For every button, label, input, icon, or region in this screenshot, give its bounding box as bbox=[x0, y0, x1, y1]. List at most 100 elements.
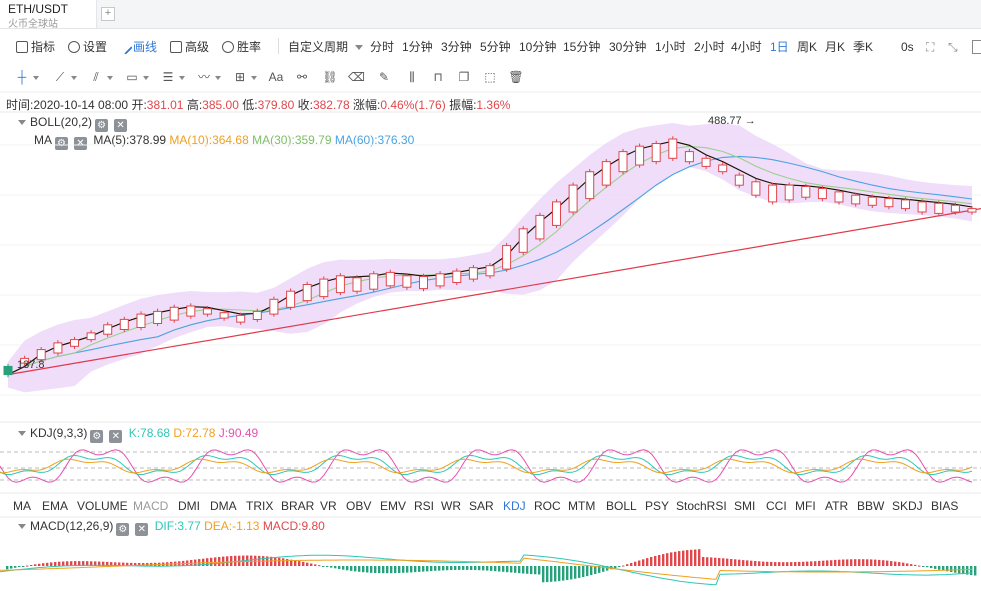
fullscreen-icon[interactable]: ⛶ bbox=[926, 40, 935, 54]
close-icon[interactable]: ✕ bbox=[74, 137, 87, 150]
close-icon[interactable]: ✕ bbox=[109, 430, 123, 443]
indicator-tab-cci[interactable]: CCI bbox=[766, 499, 787, 513]
multi-line-icon[interactable]: ⫽ bbox=[88, 69, 113, 85]
period-0[interactable]: 分时 bbox=[370, 40, 395, 54]
crosshair-icon[interactable]: ┼ bbox=[14, 69, 39, 85]
indicator-tab-psy[interactable]: PSY bbox=[645, 499, 670, 513]
trash-icon[interactable]: 🗑 bbox=[508, 70, 524, 84]
measure-icon[interactable]: ⊞ bbox=[232, 69, 257, 85]
indicator-tab-wr[interactable]: WR bbox=[441, 499, 461, 513]
text-tool-icon[interactable]: Aa bbox=[268, 70, 284, 84]
indicator-tab-sar[interactable]: SAR bbox=[469, 499, 494, 513]
macd-bar bbox=[438, 566, 441, 571]
indicator-tab-roc[interactable]: ROC bbox=[534, 499, 561, 513]
wave-icon[interactable]: 〰 bbox=[197, 70, 221, 84]
period-10[interactable]: 1日 bbox=[770, 40, 789, 54]
copy-icon[interactable]: ❐ bbox=[458, 70, 470, 84]
period-1[interactable]: 1分钟 bbox=[402, 40, 433, 54]
indicator-tab-stochrsi[interactable]: StochRSI bbox=[676, 499, 727, 513]
gear-icon[interactable]: ⚙ bbox=[90, 430, 104, 443]
macd-bar bbox=[946, 566, 949, 572]
collapse-icon[interactable] bbox=[18, 524, 26, 529]
indicator-tab-bias[interactable]: BIAS bbox=[931, 499, 959, 513]
period-5[interactable]: 15分钟 bbox=[563, 40, 601, 54]
indicator-tab-bbw[interactable]: BBW bbox=[857, 499, 885, 513]
lock-icon[interactable]: ⊓ bbox=[433, 70, 443, 84]
indicator-tab-ma[interactable]: MA bbox=[13, 499, 31, 513]
magnet-icon[interactable]: ⚯ bbox=[296, 70, 308, 84]
close-icon[interactable]: ✕ bbox=[114, 119, 128, 132]
candle-body bbox=[153, 310, 163, 324]
trendline-icon[interactable]: ⟋ bbox=[52, 69, 77, 85]
candle-body bbox=[3, 365, 13, 376]
indicator-tab-ema[interactable]: EMA bbox=[42, 499, 69, 513]
custom-period-dropdown[interactable]: 自定义周期 bbox=[288, 38, 367, 56]
indicator-tab-dmi[interactable]: DMI bbox=[178, 499, 200, 513]
tab-title: ETH/USDT bbox=[8, 2, 68, 16]
indicator-tab-mtm[interactable]: MTM bbox=[568, 499, 596, 513]
window-icon[interactable] bbox=[972, 40, 981, 54]
eraser-icon[interactable]: ⌫ bbox=[348, 70, 365, 84]
macd-bar bbox=[410, 566, 413, 573]
period-8[interactable]: 2小时 bbox=[694, 40, 725, 54]
gear-icon[interactable]: ⚙ bbox=[116, 523, 130, 536]
indicator-tab-atr[interactable]: ATR bbox=[825, 499, 849, 513]
gear-icon[interactable]: ⚙ bbox=[55, 137, 68, 150]
advanced-button[interactable]: 高级 bbox=[170, 38, 209, 56]
brush-icon[interactable]: ✎ bbox=[378, 70, 390, 84]
indicator-tab-vr[interactable]: VR bbox=[320, 499, 337, 513]
link-icon[interactable]: ⛓ bbox=[322, 70, 338, 84]
candle-body bbox=[684, 151, 694, 163]
indicators-button[interactable]: 指标 bbox=[16, 38, 55, 56]
settings-button[interactable]: 设置 bbox=[68, 38, 107, 56]
macd-bar bbox=[46, 562, 49, 566]
candle-body bbox=[734, 174, 744, 186]
exit-fullscreen-icon[interactable]: ⤡ bbox=[948, 40, 958, 54]
period-13[interactable]: 季K bbox=[853, 40, 874, 54]
period-11[interactable]: 周K bbox=[797, 40, 818, 54]
screenshot-icon[interactable]: ⬚ bbox=[484, 70, 496, 84]
indicator-tab-macd[interactable]: MACD bbox=[133, 499, 169, 513]
indicator-tab-dma[interactable]: DMA bbox=[210, 499, 237, 513]
collapse-icon[interactable] bbox=[18, 431, 26, 436]
macd-bar bbox=[534, 566, 537, 575]
indicator-tab-smi[interactable]: SMI bbox=[734, 499, 756, 513]
candles-icon[interactable]: ⫼ bbox=[409, 70, 415, 84]
gear-icon[interactable]: ⚙ bbox=[95, 119, 109, 132]
indicator-tab-skdj[interactable]: SKDJ bbox=[892, 499, 923, 513]
macd-bar bbox=[718, 558, 721, 566]
close-icon[interactable]: ✕ bbox=[135, 523, 149, 536]
candle-body bbox=[136, 313, 146, 329]
winrate-button[interactable]: 胜率 bbox=[222, 38, 261, 56]
fibonacci-icon[interactable]: ☰ bbox=[160, 69, 185, 85]
macd-bar bbox=[630, 562, 633, 566]
period-7[interactable]: 1小时 bbox=[655, 40, 686, 54]
draw-button[interactable]: 画线 bbox=[117, 38, 157, 56]
candle-body bbox=[252, 310, 262, 320]
macd-bar bbox=[974, 566, 977, 576]
indicator-tab-rsi[interactable]: RSI bbox=[414, 499, 435, 513]
period-9[interactable]: 4小时 bbox=[731, 40, 762, 54]
indicator-tab-volume[interactable]: VOLUME bbox=[77, 499, 128, 513]
period-3[interactable]: 5分钟 bbox=[480, 40, 511, 54]
indicator-tab-trix[interactable]: TRIX bbox=[246, 499, 274, 513]
period-6[interactable]: 30分钟 bbox=[609, 40, 647, 54]
rectangle-icon[interactable]: ▭ bbox=[124, 69, 149, 85]
indicator-tab-kdj[interactable]: KDJ bbox=[503, 499, 526, 513]
period-2[interactable]: 3分钟 bbox=[441, 40, 472, 54]
period-4[interactable]: 10分钟 bbox=[519, 40, 557, 54]
indicator-tab-obv[interactable]: OBV bbox=[346, 499, 372, 513]
period-12[interactable]: 月K bbox=[825, 40, 846, 54]
macd-bar bbox=[866, 559, 869, 566]
macd-bar bbox=[570, 566, 573, 580]
macd-bar bbox=[778, 562, 781, 566]
macd-bar bbox=[762, 561, 765, 566]
indicator-tab-brar[interactable]: BRAR bbox=[281, 499, 315, 513]
collapse-icon[interactable] bbox=[18, 120, 26, 125]
indicator-tab-mfi[interactable]: MFI bbox=[795, 499, 816, 513]
indicator-tab-boll[interactable]: BOLL bbox=[606, 499, 637, 513]
tab-eth-usdt[interactable]: ETH/USDT 火币全球站 bbox=[0, 0, 97, 30]
plus-icon[interactable]: + bbox=[101, 7, 115, 21]
indicator-tab-emv[interactable]: EMV bbox=[380, 499, 407, 513]
